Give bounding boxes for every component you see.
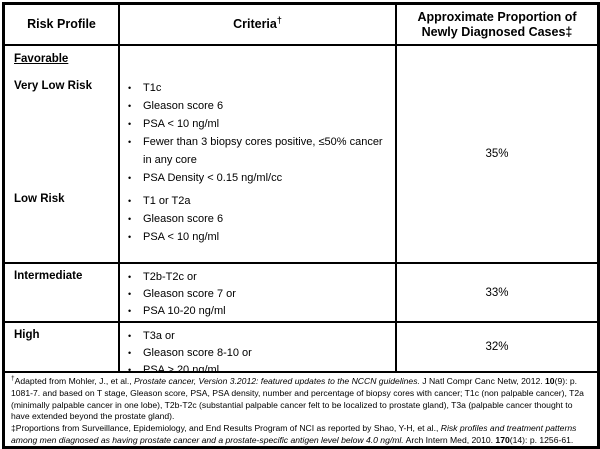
proportion-cell-high: 32% [397, 323, 597, 373]
bullet-icon: • [128, 232, 132, 242]
criteria-cell-high: • T3a or • Gleason score 8-10 or • PSA > 20… [120, 323, 397, 373]
risk-label-very-low-risk: Very Low Risk [14, 80, 92, 92]
criteria-cell-favorable: • T1c • Gleason score 6 • PSA < 10 ng/ml • F… [120, 46, 397, 264]
criteria-item: • PSA Density < 0.15 ng/ml/cc [128, 169, 387, 187]
proportion-cell-intermediate: 33% [397, 264, 597, 323]
risk-profile-cell-high: High [5, 323, 120, 373]
header-risk-profile-label: Risk Profile [27, 17, 96, 31]
bullet-icon: • [128, 101, 132, 111]
risk-label-favorable: Favorable [14, 53, 69, 65]
criteria-item: • Gleason score 6 [128, 210, 387, 228]
dagger-icon: † [11, 375, 15, 383]
criteria-item: • T3a or [128, 328, 387, 345]
criteria-item: • Fewer than 3 biopsy cores positive, ≤50… [128, 133, 387, 169]
bullet-icon: • [128, 289, 132, 299]
criteria-item: • Gleason score 6 [128, 97, 387, 115]
bullet-icon: • [128, 196, 132, 206]
footnote-double-dagger: ‡Proportions from Surveillance, Epidemio… [11, 423, 577, 445]
criteria-dagger-superscript: † [276, 14, 282, 25]
bullet-icon: • [128, 365, 132, 373]
criteria-list-very-low-risk: • T1c • Gleason score 6 • PSA < 10 ng/ml • F… [128, 79, 387, 187]
risk-label-low-risk: Low Risk [14, 193, 65, 205]
criteria-item: • PSA 10-20 ng/ml [128, 303, 387, 320]
bullet-icon: • [128, 83, 132, 93]
criteria-list-low-risk: • T1 or T2a • Gleason score 6 • PSA < 10 ng… [128, 192, 387, 246]
risk-profile-cell-favorable: Favorable Very Low Risk Low Risk [5, 46, 120, 264]
footnote-dagger: †Adapted from Mohler, J., et al., Prosta… [11, 375, 584, 422]
proportion-value: 35% [485, 148, 509, 160]
header-proportion-label: Approximate Proportion of Newly Diagnose… [417, 9, 577, 39]
proportion-cell-favorable: 35% [397, 46, 597, 264]
bullet-icon: • [128, 119, 132, 129]
proportion-value: 32% [485, 341, 509, 353]
bullet-icon: • [128, 331, 132, 341]
criteria-item: • T1c [128, 79, 387, 97]
bullet-icon: • [128, 306, 132, 316]
risk-profile-cell-intermediate: Intermediate [5, 264, 120, 323]
criteria-item: • Gleason score 7 or [128, 286, 387, 303]
bullet-icon: • [128, 272, 132, 282]
criteria-item: • PSA < 10 ng/ml [128, 228, 387, 246]
criteria-list-intermediate: • T2b-T2c or • Gleason score 7 or • PSA 10-… [128, 269, 387, 320]
bullet-icon: • [128, 348, 132, 358]
criteria-list-high: • T3a or • Gleason score 8-10 or • PSA > 20… [128, 328, 387, 373]
footnotes-area: †Adapted from Mohler, J., et al., Prosta… [5, 373, 597, 446]
header-cell-proportion: Approximate Proportion of Newly Diagnose… [397, 5, 597, 46]
header-criteria-label: Criteria† [233, 14, 282, 31]
header-cell-risk-profile: Risk Profile [5, 5, 120, 46]
risk-table-grid: Risk Profile Criteria† Approximate Propo… [5, 5, 597, 446]
bullet-icon: • [128, 137, 132, 147]
risk-label-high: High [14, 329, 40, 341]
proportion-value: 33% [485, 286, 509, 299]
criteria-item: • PSA < 10 ng/ml [128, 115, 387, 133]
risk-label-intermediate: Intermediate [14, 270, 83, 282]
criteria-item: • T2b-T2c or [128, 269, 387, 286]
bullet-icon: • [128, 173, 132, 183]
criteria-cell-intermediate: • T2b-T2c or • Gleason score 7 or • PSA 10-… [120, 264, 397, 323]
double-dagger-icon: ‡ [11, 423, 16, 434]
criteria-item: • Gleason score 8-10 or [128, 345, 387, 362]
criteria-item: • T1 or T2a [128, 192, 387, 210]
header-cell-criteria: Criteria† [120, 5, 397, 46]
bullet-icon: • [128, 214, 132, 224]
criteria-item: • PSA > 20 ng/ml [128, 362, 387, 373]
